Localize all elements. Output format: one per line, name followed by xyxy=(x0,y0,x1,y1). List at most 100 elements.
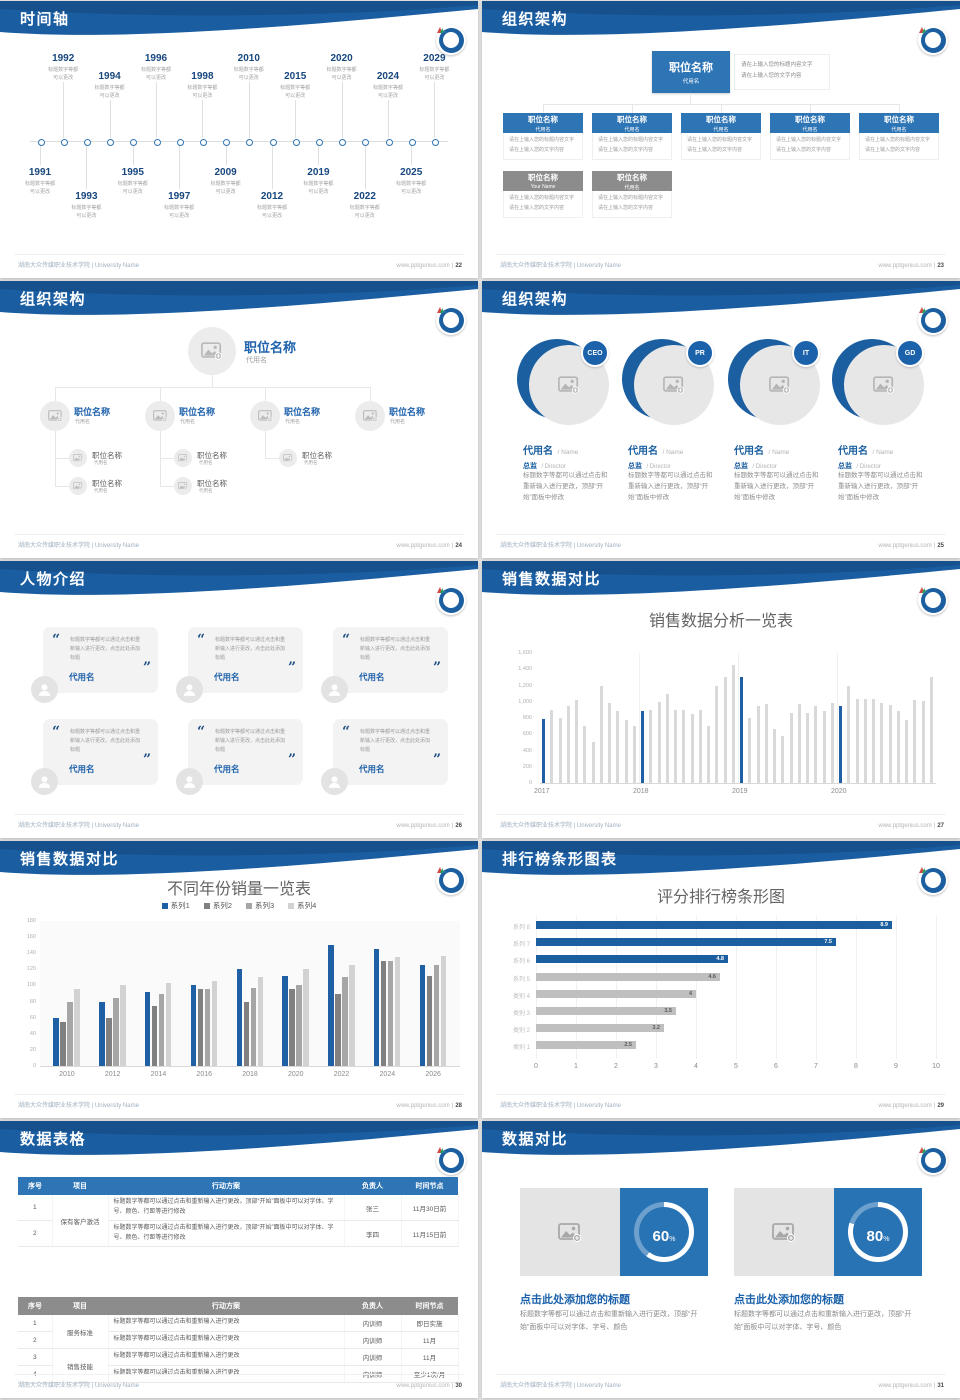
timeline-year: 2025 xyxy=(400,167,423,178)
org-child-box-body: 请在上输入您的标题内容文字 请在上输入您的文字内容 xyxy=(770,133,850,160)
org-note-line: 请在上输入您的文字内容 xyxy=(598,204,654,211)
slide-title: 组织架构 xyxy=(502,291,569,308)
progress-ring: 60% xyxy=(634,1202,694,1262)
timeline-caption-line: 可以更改 xyxy=(261,213,282,219)
org-subnode-name: 代用名 xyxy=(94,460,108,465)
slide-data-donuts[interactable]: 数据对比 60% 点击此处添加您的标题 标题数字等都可以通过点击和重新输入进行更改，顶… xyxy=(482,1121,960,1398)
org-connector xyxy=(160,387,161,401)
bar xyxy=(426,975,433,1066)
org-connector xyxy=(265,431,266,458)
timeline-dot xyxy=(130,139,138,146)
slide-org-structure-boxes[interactable]: 组织架构 职位名称 代用名 请在上输入您的标题内容文字 请在上输入您的文字内容 职位名称代… xyxy=(482,1,960,278)
bar-value-label: 2.5 xyxy=(624,1042,632,1049)
bar xyxy=(151,1005,158,1066)
page-number: 30 xyxy=(455,1383,462,1389)
org-connector xyxy=(55,486,69,487)
x-axis-tick-label: 2012 xyxy=(104,1071,121,1078)
logo-ring xyxy=(437,1147,464,1173)
header-wave-shape xyxy=(0,281,478,327)
x-axis-tick-label: 10 xyxy=(932,1063,940,1070)
footer-separator: | xyxy=(933,543,936,549)
org-child-name: 代用名 xyxy=(802,126,818,133)
slide-people-intro[interactable]: 人物介绍 “标题数字等都可以通过点击和重新输入进行更改，点击此处添加标题” 代用名 “… xyxy=(0,561,478,838)
timeline-caption-line: 可以更改 xyxy=(377,93,398,99)
bar xyxy=(282,975,288,1066)
mountain-logo-icon xyxy=(437,867,447,873)
footer-site: www.pptgenius.com xyxy=(878,1103,932,1109)
slide-sales-data-grouped[interactable]: 销售数据对比 不同年份销量一览表 系列1 系列2 系列3 系列4 180 160 140 120 1… xyxy=(0,841,478,1118)
footer-separator: | xyxy=(933,1103,936,1109)
logo-core xyxy=(437,867,459,888)
org-subnode-circle xyxy=(69,449,87,467)
bar xyxy=(707,726,710,783)
image-placeholder-icon xyxy=(772,1222,795,1242)
footer-school-name: 湖南大众传媒职业技术学院 | University Name xyxy=(18,1103,139,1109)
slide-org-structure-tree[interactable]: 组织架构 职位名称 代用名 职位名称 代用名 职位名称 代用名 职位名称 代用名 职位名称 代用名职… xyxy=(0,281,478,558)
logo-ring xyxy=(437,867,464,893)
logo-core xyxy=(919,867,941,888)
timeline-dot xyxy=(153,139,161,146)
close-quote-icon: ” xyxy=(432,660,441,676)
slide-org-structure-circles[interactable]: 组织架构 CEO 代用名 / Name 总监 / Director 标题数字等都可以通过… xyxy=(482,281,960,558)
table-cell: 2 xyxy=(18,1220,53,1248)
bar xyxy=(764,704,768,783)
footer-school-name: 湖南大众传媒职业技术学院 | University Name xyxy=(500,1103,621,1109)
person-name: 代用名 xyxy=(359,764,385,774)
table-header-cell: 时间节点 xyxy=(401,1177,458,1195)
x-axis-tick-label: 4 xyxy=(694,1063,698,1070)
footer-divider xyxy=(496,1374,946,1375)
bar xyxy=(328,945,334,1066)
org-node-title: 职位名称 xyxy=(179,407,216,417)
y-axis-tick-label: 120 xyxy=(26,966,36,973)
open-quote-icon: “ xyxy=(197,724,206,740)
person-quote-card: “ 标题数字等都可以通过点击和重新输入进行更改，点击此处添加标题” 代用名 xyxy=(31,719,158,795)
footer-site: www.pptgenius.com xyxy=(878,543,932,549)
timeline-item: 1996 标题数字等都 可以更改 xyxy=(130,53,182,82)
timeline-dot xyxy=(199,139,207,146)
table-cell: 李四 xyxy=(344,1220,402,1248)
bar xyxy=(190,985,197,1066)
timeline-caption-line: 可以更改 xyxy=(238,75,259,81)
bar: 7.5 xyxy=(536,938,836,947)
table-cell: 销售技能 xyxy=(52,1348,109,1383)
org-extra-title: 职位名称 xyxy=(617,172,647,182)
slide-title: 时间轴 xyxy=(20,11,70,28)
header-wave-shape xyxy=(482,1121,960,1167)
role-circle-photo xyxy=(529,345,609,425)
mountain-logo-icon xyxy=(919,307,929,313)
footer-separator: | xyxy=(933,1383,936,1389)
y-axis-tick-label: 180 xyxy=(26,918,36,924)
timeline-year: 2020 xyxy=(330,53,353,64)
gridline-vertical xyxy=(639,653,640,783)
person-avatar xyxy=(321,768,348,795)
bar xyxy=(657,701,661,783)
chart-title: 不同年份销量一览表 xyxy=(166,881,311,898)
bar-value-label: 3.2 xyxy=(652,1025,660,1032)
bar xyxy=(847,685,851,783)
org-child-name: 代用名 xyxy=(624,126,640,133)
slide-sales-data-monthly[interactable]: 销售数据对比 销售数据分析一览表 1,600 1,400 1,200 1,000 800 60… xyxy=(482,561,960,838)
mountain-logo-icon xyxy=(919,587,929,593)
bar xyxy=(120,985,126,1066)
logo-ring xyxy=(919,587,946,613)
org-root-title: 职位名称 xyxy=(244,340,297,355)
org-subnode-title: 职位名称 xyxy=(92,451,122,460)
bar: 4.8 xyxy=(536,955,728,964)
role-badge: PR xyxy=(686,339,714,367)
slide-timeline[interactable]: 时间轴 1992 标题数字等都 可以更改 1994 标题数字等都 可以更改 1996 标题数字等… xyxy=(0,1,478,278)
timeline-stem xyxy=(272,145,273,189)
role-title-en: / Director xyxy=(856,464,881,470)
bar xyxy=(781,735,785,783)
footer-divider xyxy=(496,1094,946,1095)
org-child-title: 职位名称 xyxy=(884,114,914,124)
slide-header: 人物介绍 xyxy=(0,561,478,615)
slide-ranking-hbar[interactable]: 排行榜条形图表 评分排行榜条形图 0 1 2 3 4 5 6 7 8 9 10 系列 8 8.9 系列 7 7.… xyxy=(482,841,960,1118)
bar xyxy=(243,1001,249,1066)
bar-category-label: 类别 3 xyxy=(512,1011,530,1017)
timeline-dot xyxy=(362,139,370,146)
org-node-circle xyxy=(40,401,70,431)
slide-data-tables[interactable]: 数据表格 序号 项目 行动方案 负责人 时间节点 1 保有客户激活 标题数字等都可以通过点击和重… xyxy=(0,1121,478,1398)
timeline-caption-line: 可以更改 xyxy=(53,75,74,81)
role-description: 标题数字等都可以通过点击和重新输入进行更改，顶部“开始”面板中修改 xyxy=(734,472,819,502)
bar xyxy=(616,710,620,783)
